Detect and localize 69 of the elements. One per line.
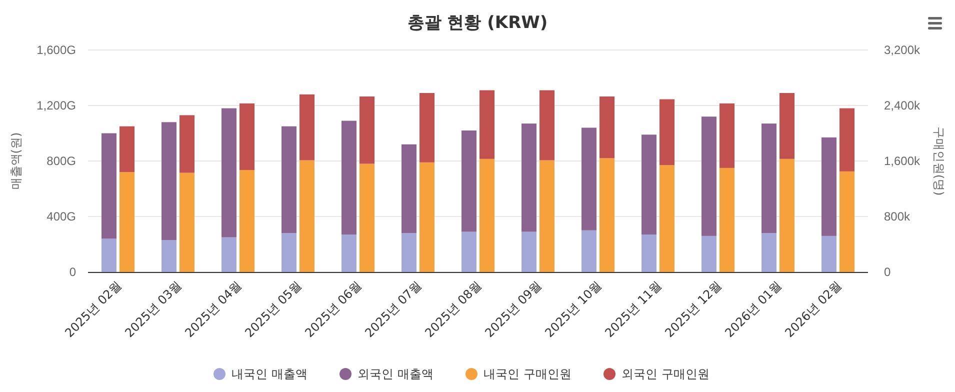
bar: [480, 158, 494, 272]
bar: [600, 96, 614, 158]
bar: [642, 234, 656, 272]
y2-tick-label: 800k: [884, 210, 912, 224]
bar: [162, 122, 176, 240]
bar: [780, 93, 794, 159]
bar: [840, 108, 854, 172]
bar: [282, 233, 296, 272]
bar: [240, 103, 254, 170]
bar: [780, 158, 794, 272]
bar: [582, 128, 596, 230]
bar: [180, 115, 194, 173]
bar: [300, 160, 314, 272]
bar: [402, 233, 416, 272]
bar: [840, 171, 854, 272]
y2-axis-title: 구매인원(명): [932, 126, 946, 196]
legend-label: 외국인 구매인원: [622, 367, 710, 382]
bar: [102, 133, 116, 239]
y2-tick-label: 2,400k: [884, 98, 922, 113]
chart-title: 총괄 현황 (KRW): [407, 13, 548, 33]
bar: [660, 165, 674, 272]
bar: [600, 158, 614, 272]
y-axis-title: 매출액(원): [9, 132, 23, 190]
bar: [462, 232, 476, 272]
bar: [762, 124, 776, 234]
bar: [102, 238, 116, 272]
bar: [222, 237, 236, 272]
bar: [702, 116, 716, 236]
bar: [240, 170, 254, 272]
bar: [222, 108, 236, 238]
bar: [660, 99, 674, 166]
bar: [702, 236, 716, 272]
y2-tick-label: 3,200k: [884, 43, 922, 58]
bar: [120, 172, 134, 272]
bar: [522, 232, 536, 272]
bar: [162, 240, 176, 272]
y-tick-label: 400G: [46, 210, 76, 224]
bar: [420, 162, 434, 272]
bar: [720, 103, 734, 168]
legend-label: 내국인 구매인원: [484, 367, 572, 382]
bar: [360, 164, 374, 272]
bar: [762, 233, 776, 272]
bar: [462, 130, 476, 232]
bar: [642, 134, 656, 235]
bar: [720, 168, 734, 272]
bar: [582, 230, 596, 272]
y-tick-label: 1,600G: [36, 43, 76, 58]
bar: [822, 236, 836, 272]
y-tick-label: 1,200G: [36, 98, 76, 113]
y-tick-label: 800G: [46, 154, 76, 168]
bar: [342, 234, 356, 272]
legend-label: 내국인 매출액: [232, 367, 308, 382]
bar: [480, 90, 494, 159]
bar: [120, 126, 134, 172]
y2-tick-label: 1,600k: [884, 154, 922, 168]
bar: [402, 144, 416, 234]
bar: [540, 160, 554, 272]
bar: [420, 93, 434, 162]
bar: [282, 126, 296, 234]
bar: [822, 137, 836, 236]
y2-tick-label: 0: [884, 265, 891, 280]
bar: [540, 90, 554, 160]
legend-label: 외국인 매출액: [358, 367, 434, 382]
bar: [360, 96, 374, 164]
y-tick-label: 0: [69, 265, 76, 280]
bar: [342, 120, 356, 235]
bar: [180, 172, 194, 272]
bar: [522, 124, 536, 232]
bar: [300, 94, 314, 160]
